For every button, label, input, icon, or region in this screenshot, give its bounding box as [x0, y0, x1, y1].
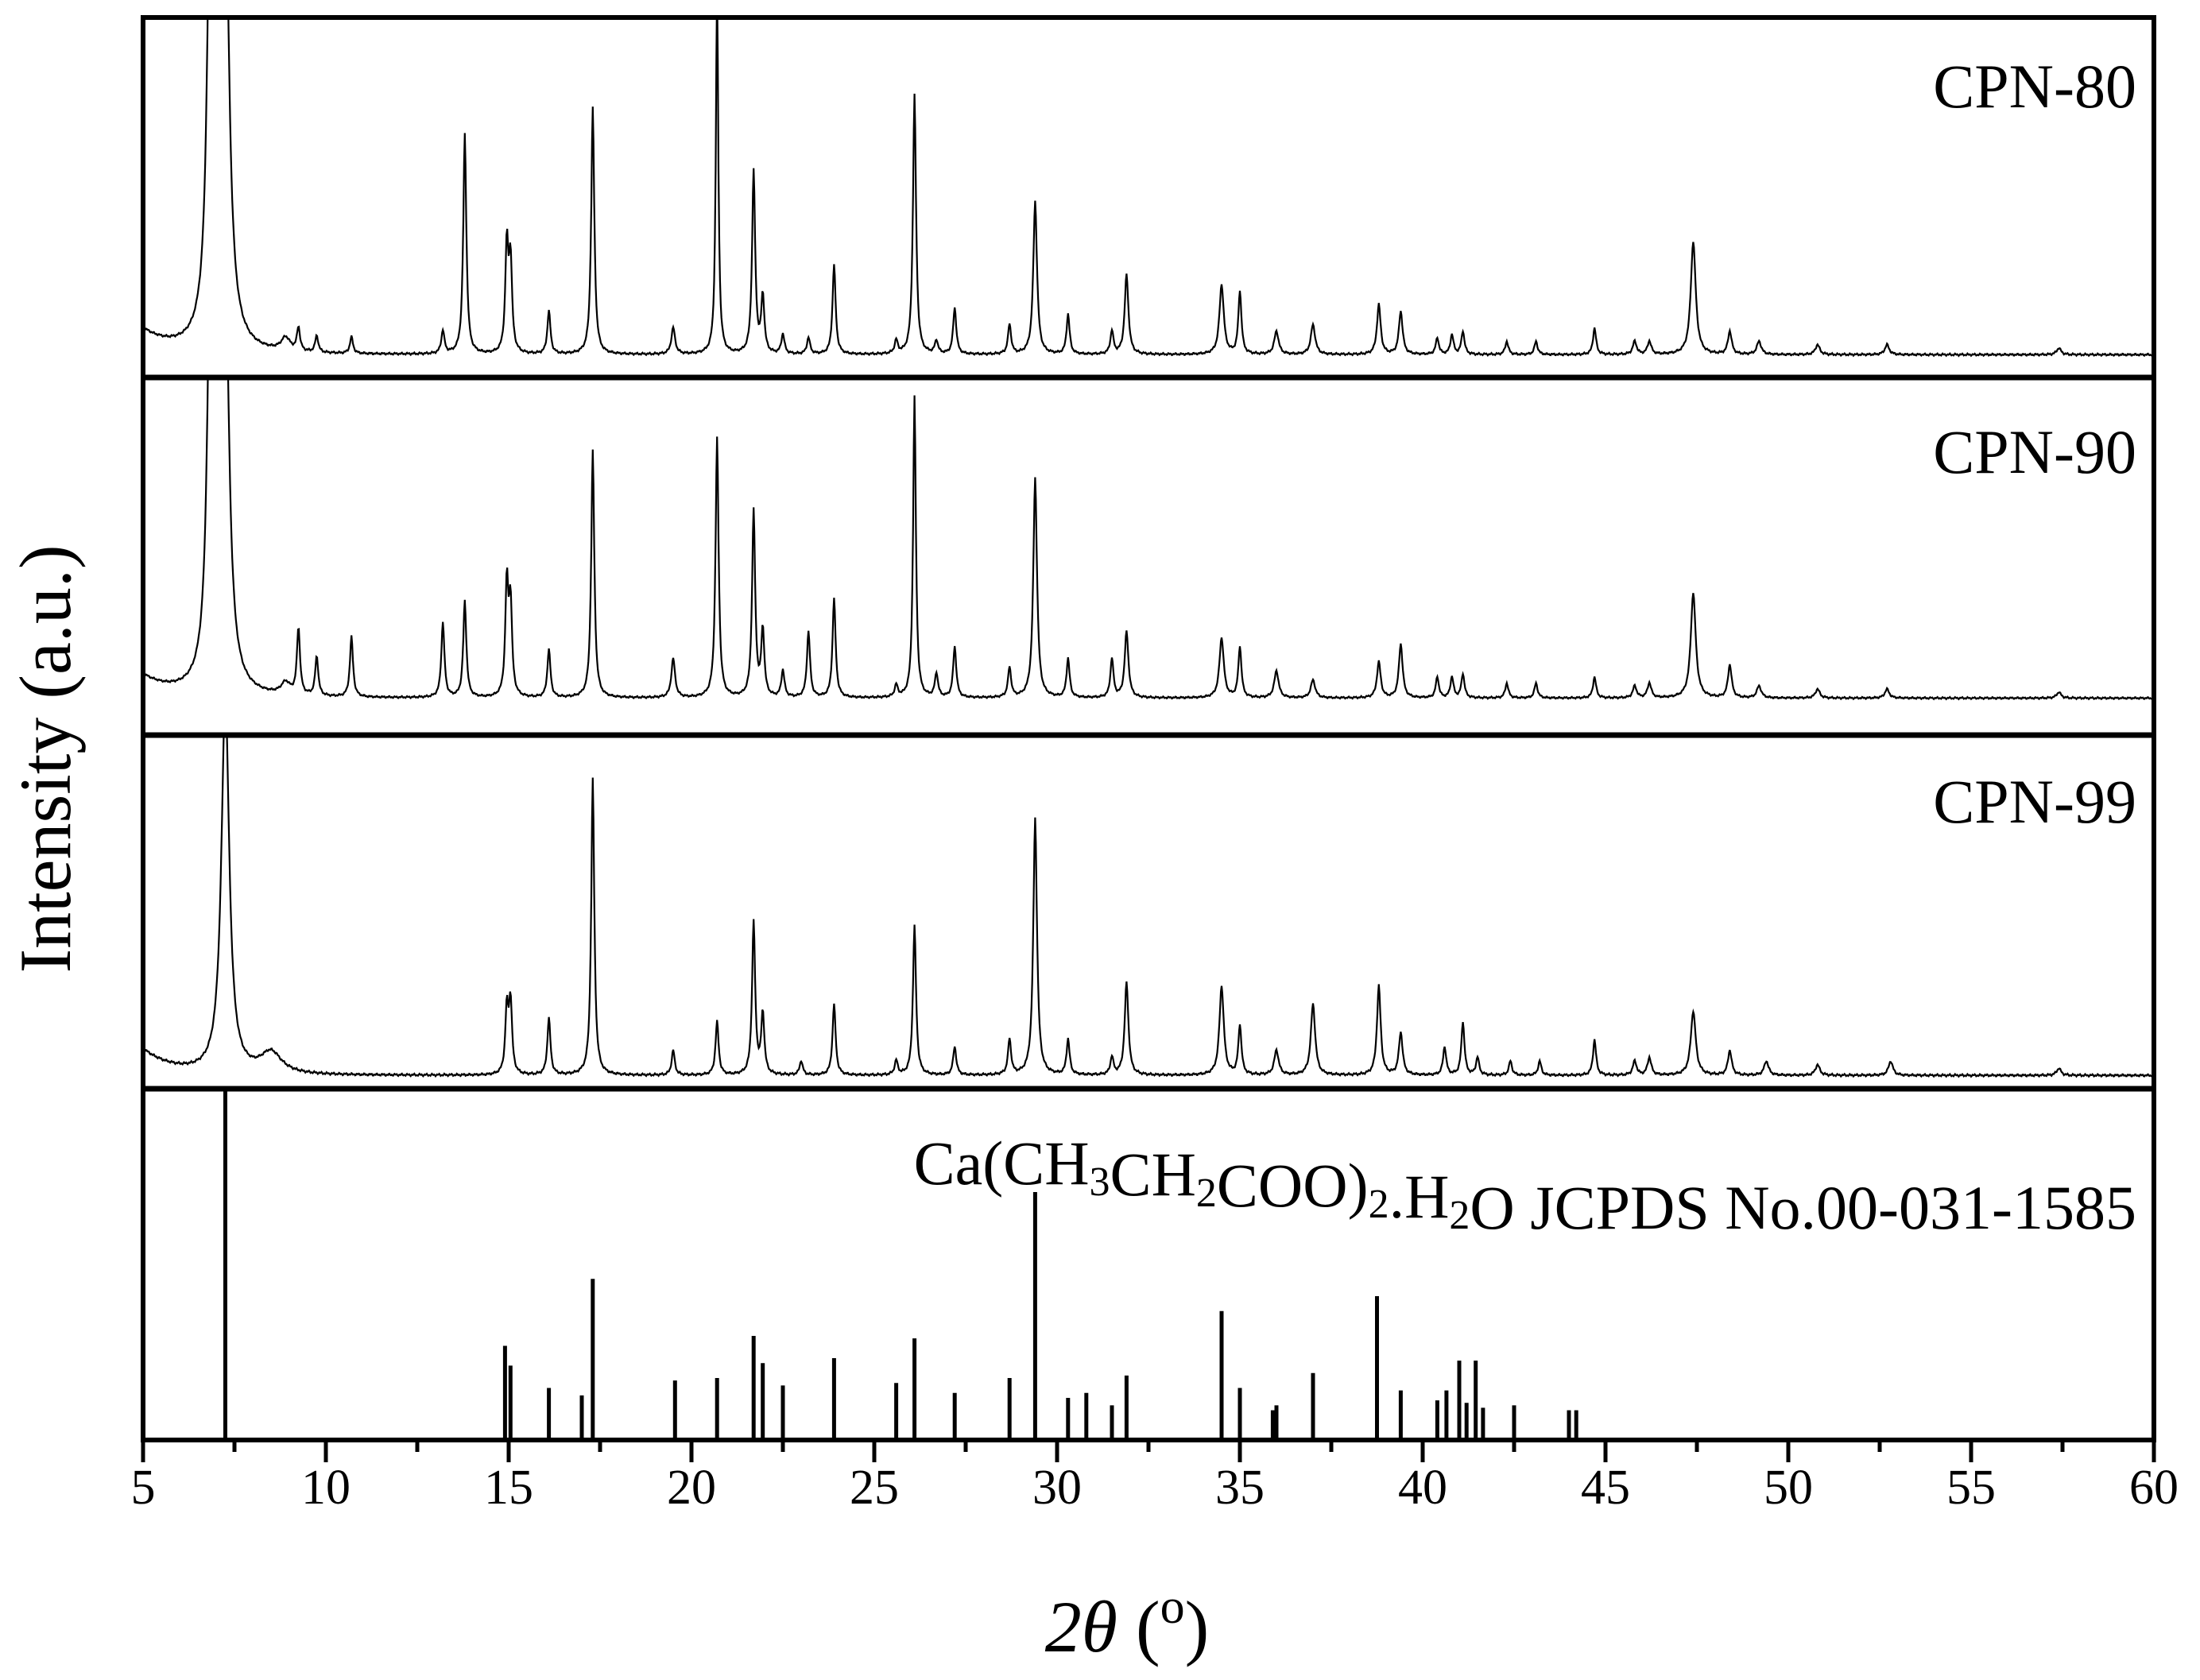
x-tick-label: 15 [484, 1461, 533, 1515]
x-tick-label: 55 [1946, 1461, 1996, 1515]
x-tick-labels: 5 10 15 20 25 30 35 40 45 50 55 60 [131, 1461, 2179, 1515]
x-axis-label-open: ( [1117, 1586, 1160, 1667]
x-tick-label: 25 [850, 1461, 899, 1515]
x-tick-label: 5 [131, 1461, 156, 1515]
x-tick-label: 10 [301, 1461, 351, 1515]
panel-frames [141, 15, 2156, 1442]
trace-cpn-80 [143, 17, 2154, 358]
trace-cpn-90 [143, 377, 2154, 701]
x-axis-label-close: ) [1185, 1586, 1210, 1667]
x-axis-label: 2θ (o) [1045, 1580, 1209, 1667]
x-axis-label-theta: θ [1082, 1586, 1117, 1667]
y-axis-label: Intensity (a.u.) [5, 544, 86, 973]
reference-label: Ca(CH3CH2COO)2.H2O JCPDS No.00-031-1585 [914, 1128, 2136, 1242]
diffraction-traces [143, 17, 2154, 1078]
x-tick-label: 30 [1032, 1461, 1082, 1515]
trace-cpn-99 [143, 735, 2154, 1078]
x-tick-label: 45 [1581, 1461, 1630, 1515]
x-tick-label: 35 [1215, 1461, 1265, 1515]
panel-label-cpn-90: CPN-90 [1933, 417, 2136, 486]
x-tick-label: 20 [667, 1461, 716, 1515]
x-tick-label: 60 [2129, 1461, 2179, 1515]
panel-labels: CPN-80 CPN-90 CPN-99 Ca(CH3CH2COO)2.H2O JCP… [914, 52, 2136, 1242]
x-tick-label: 50 [1764, 1461, 1813, 1515]
x-axis-label-degree: o [1160, 1580, 1185, 1634]
panel-label-cpn-99: CPN-99 [1933, 767, 2136, 836]
x-axis-ticks [141, 1440, 2156, 1462]
reference-sticks [223, 1089, 1578, 1440]
panel-label-cpn-80: CPN-80 [1933, 52, 2136, 121]
x-axis-label-prefix: 2 [1045, 1586, 1082, 1667]
x-tick-label: 40 [1398, 1461, 1447, 1515]
